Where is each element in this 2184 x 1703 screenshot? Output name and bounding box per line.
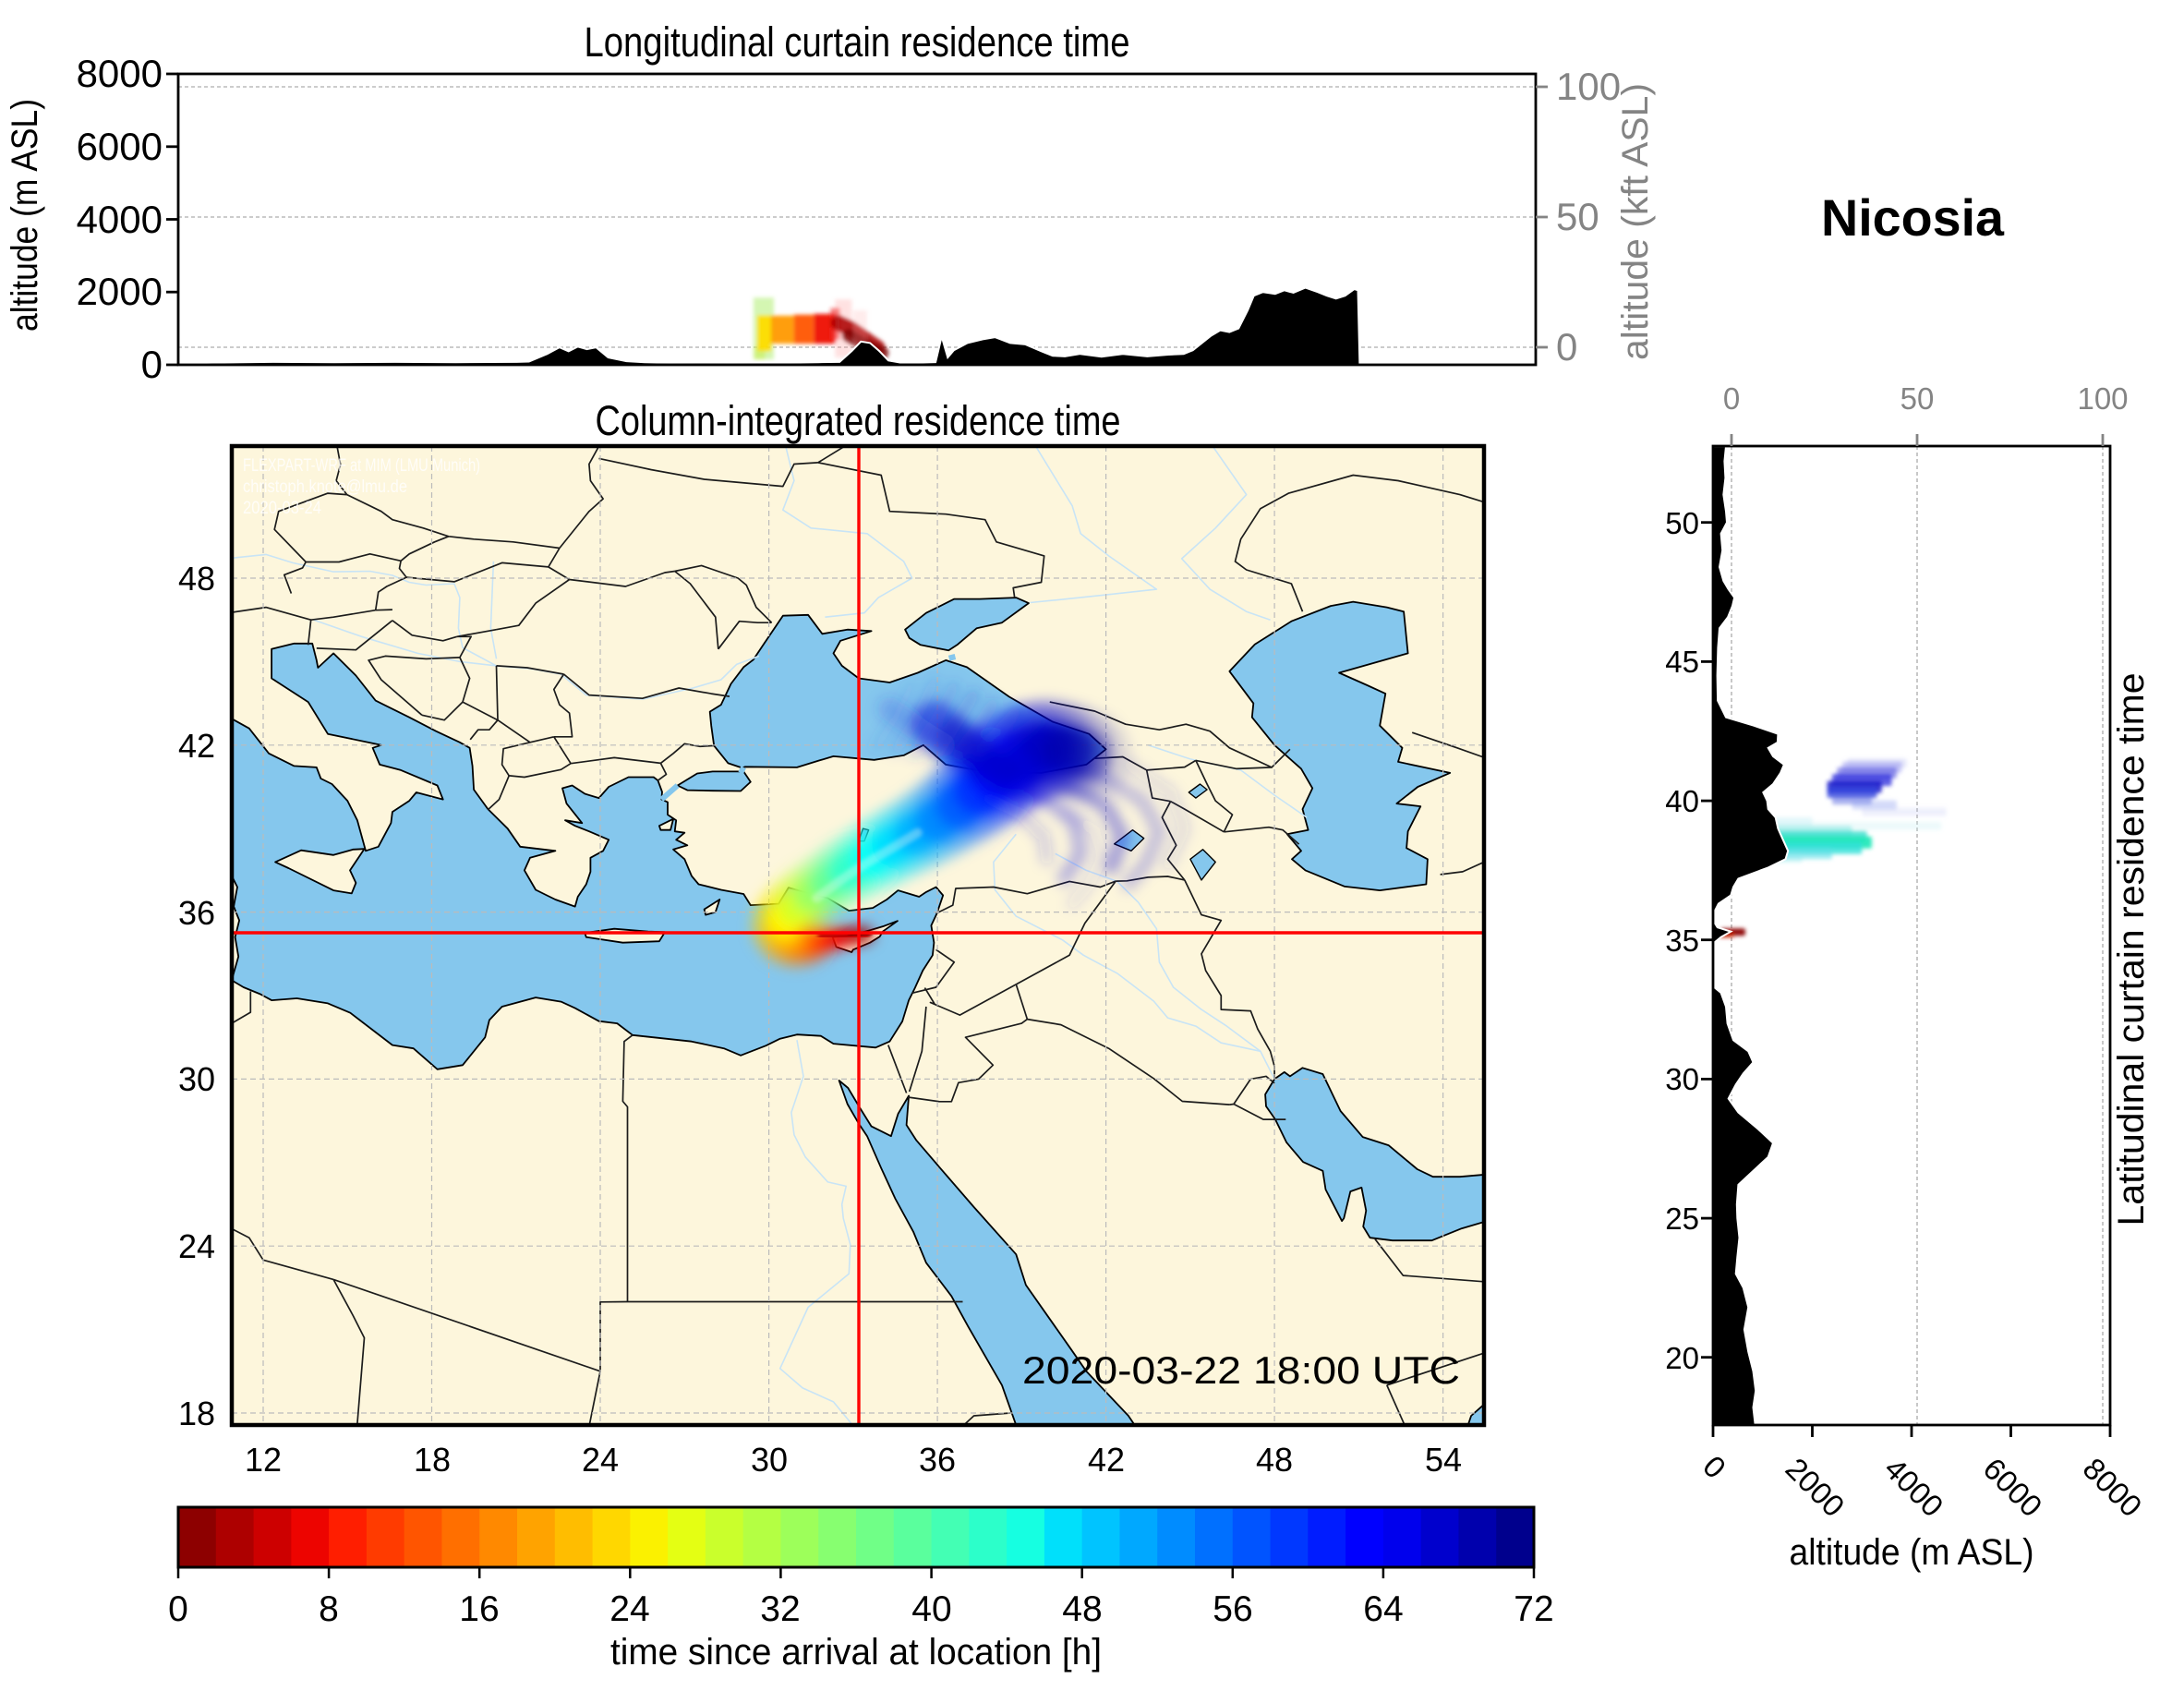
svg-text:12: 12 [245,1441,282,1479]
svg-text:8000: 8000 [77,52,163,95]
svg-text:24: 24 [609,1589,649,1629]
svg-text:48: 48 [178,560,215,598]
svg-text:time since arrival at location: time since arrival at location [h] [610,1632,1102,1673]
svg-text:50: 50 [1900,381,1935,416]
svg-text:64: 64 [1363,1589,1403,1629]
svg-text:FLEXPART-WRF at MIM (LMU Munic: FLEXPART-WRF at MIM (LMU Munich) [243,456,480,476]
svg-text:4000: 4000 [77,198,163,241]
svg-text:24: 24 [582,1441,619,1479]
svg-text:100: 100 [1556,65,1621,108]
svg-text:altitude (m ASL): altitude (m ASL) [5,99,45,332]
svg-text:30: 30 [178,1060,215,1098]
svg-text:altitude (kft ASL): altitude (kft ASL) [1615,83,1656,360]
svg-text:25: 25 [1665,1202,1699,1236]
svg-text:50: 50 [1556,195,1599,238]
svg-text:18: 18 [178,1395,215,1432]
svg-text:30: 30 [1665,1062,1699,1096]
svg-text:2000: 2000 [77,270,163,313]
svg-text:Column-integrated residence ti: Column-integrated residence time [596,397,1121,444]
svg-text:Latitudinal curtain residence: Latitudinal curtain residence time [2111,673,2152,1226]
svg-text:0: 0 [1556,325,1577,368]
svg-text:36: 36 [178,894,215,932]
svg-text:48: 48 [1062,1589,1102,1629]
svg-text:Nicosia: Nicosia [1821,188,2005,247]
svg-text:35: 35 [1665,924,1699,958]
svg-text:Longitudinal curtain residence: Longitudinal curtain residence time [585,18,1130,66]
svg-text:christoph.knote@lmu.de: christoph.knote@lmu.de [243,477,407,497]
svg-text:2020-03-22 18:00 UTC: 2020-03-22 18:00 UTC [1022,1348,1460,1392]
svg-text:altitude (m ASL): altitude (m ASL) [1790,1532,2034,1573]
svg-text:0: 0 [1723,381,1740,416]
svg-text:2020-03-24: 2020-03-24 [243,499,321,518]
svg-text:32: 32 [760,1589,800,1629]
svg-text:16: 16 [459,1589,499,1629]
svg-text:20: 20 [1665,1341,1699,1375]
svg-text:0: 0 [168,1589,188,1629]
svg-text:0: 0 [141,343,163,386]
svg-text:36: 36 [919,1441,956,1479]
svg-text:45: 45 [1665,645,1699,679]
svg-text:54: 54 [1425,1441,1462,1479]
svg-text:48: 48 [1256,1441,1293,1479]
svg-text:40: 40 [1665,784,1699,818]
svg-text:8: 8 [319,1589,339,1629]
svg-text:56: 56 [1213,1589,1252,1629]
svg-text:42: 42 [178,727,215,765]
svg-text:24: 24 [178,1227,215,1265]
svg-text:100: 100 [2077,381,2128,416]
svg-text:42: 42 [1088,1441,1125,1479]
svg-text:6000: 6000 [77,125,163,168]
svg-text:30: 30 [751,1441,788,1479]
svg-text:50: 50 [1665,506,1699,540]
svg-text:40: 40 [911,1589,951,1629]
svg-text:18: 18 [414,1441,451,1479]
svg-text:72: 72 [1514,1589,1553,1629]
